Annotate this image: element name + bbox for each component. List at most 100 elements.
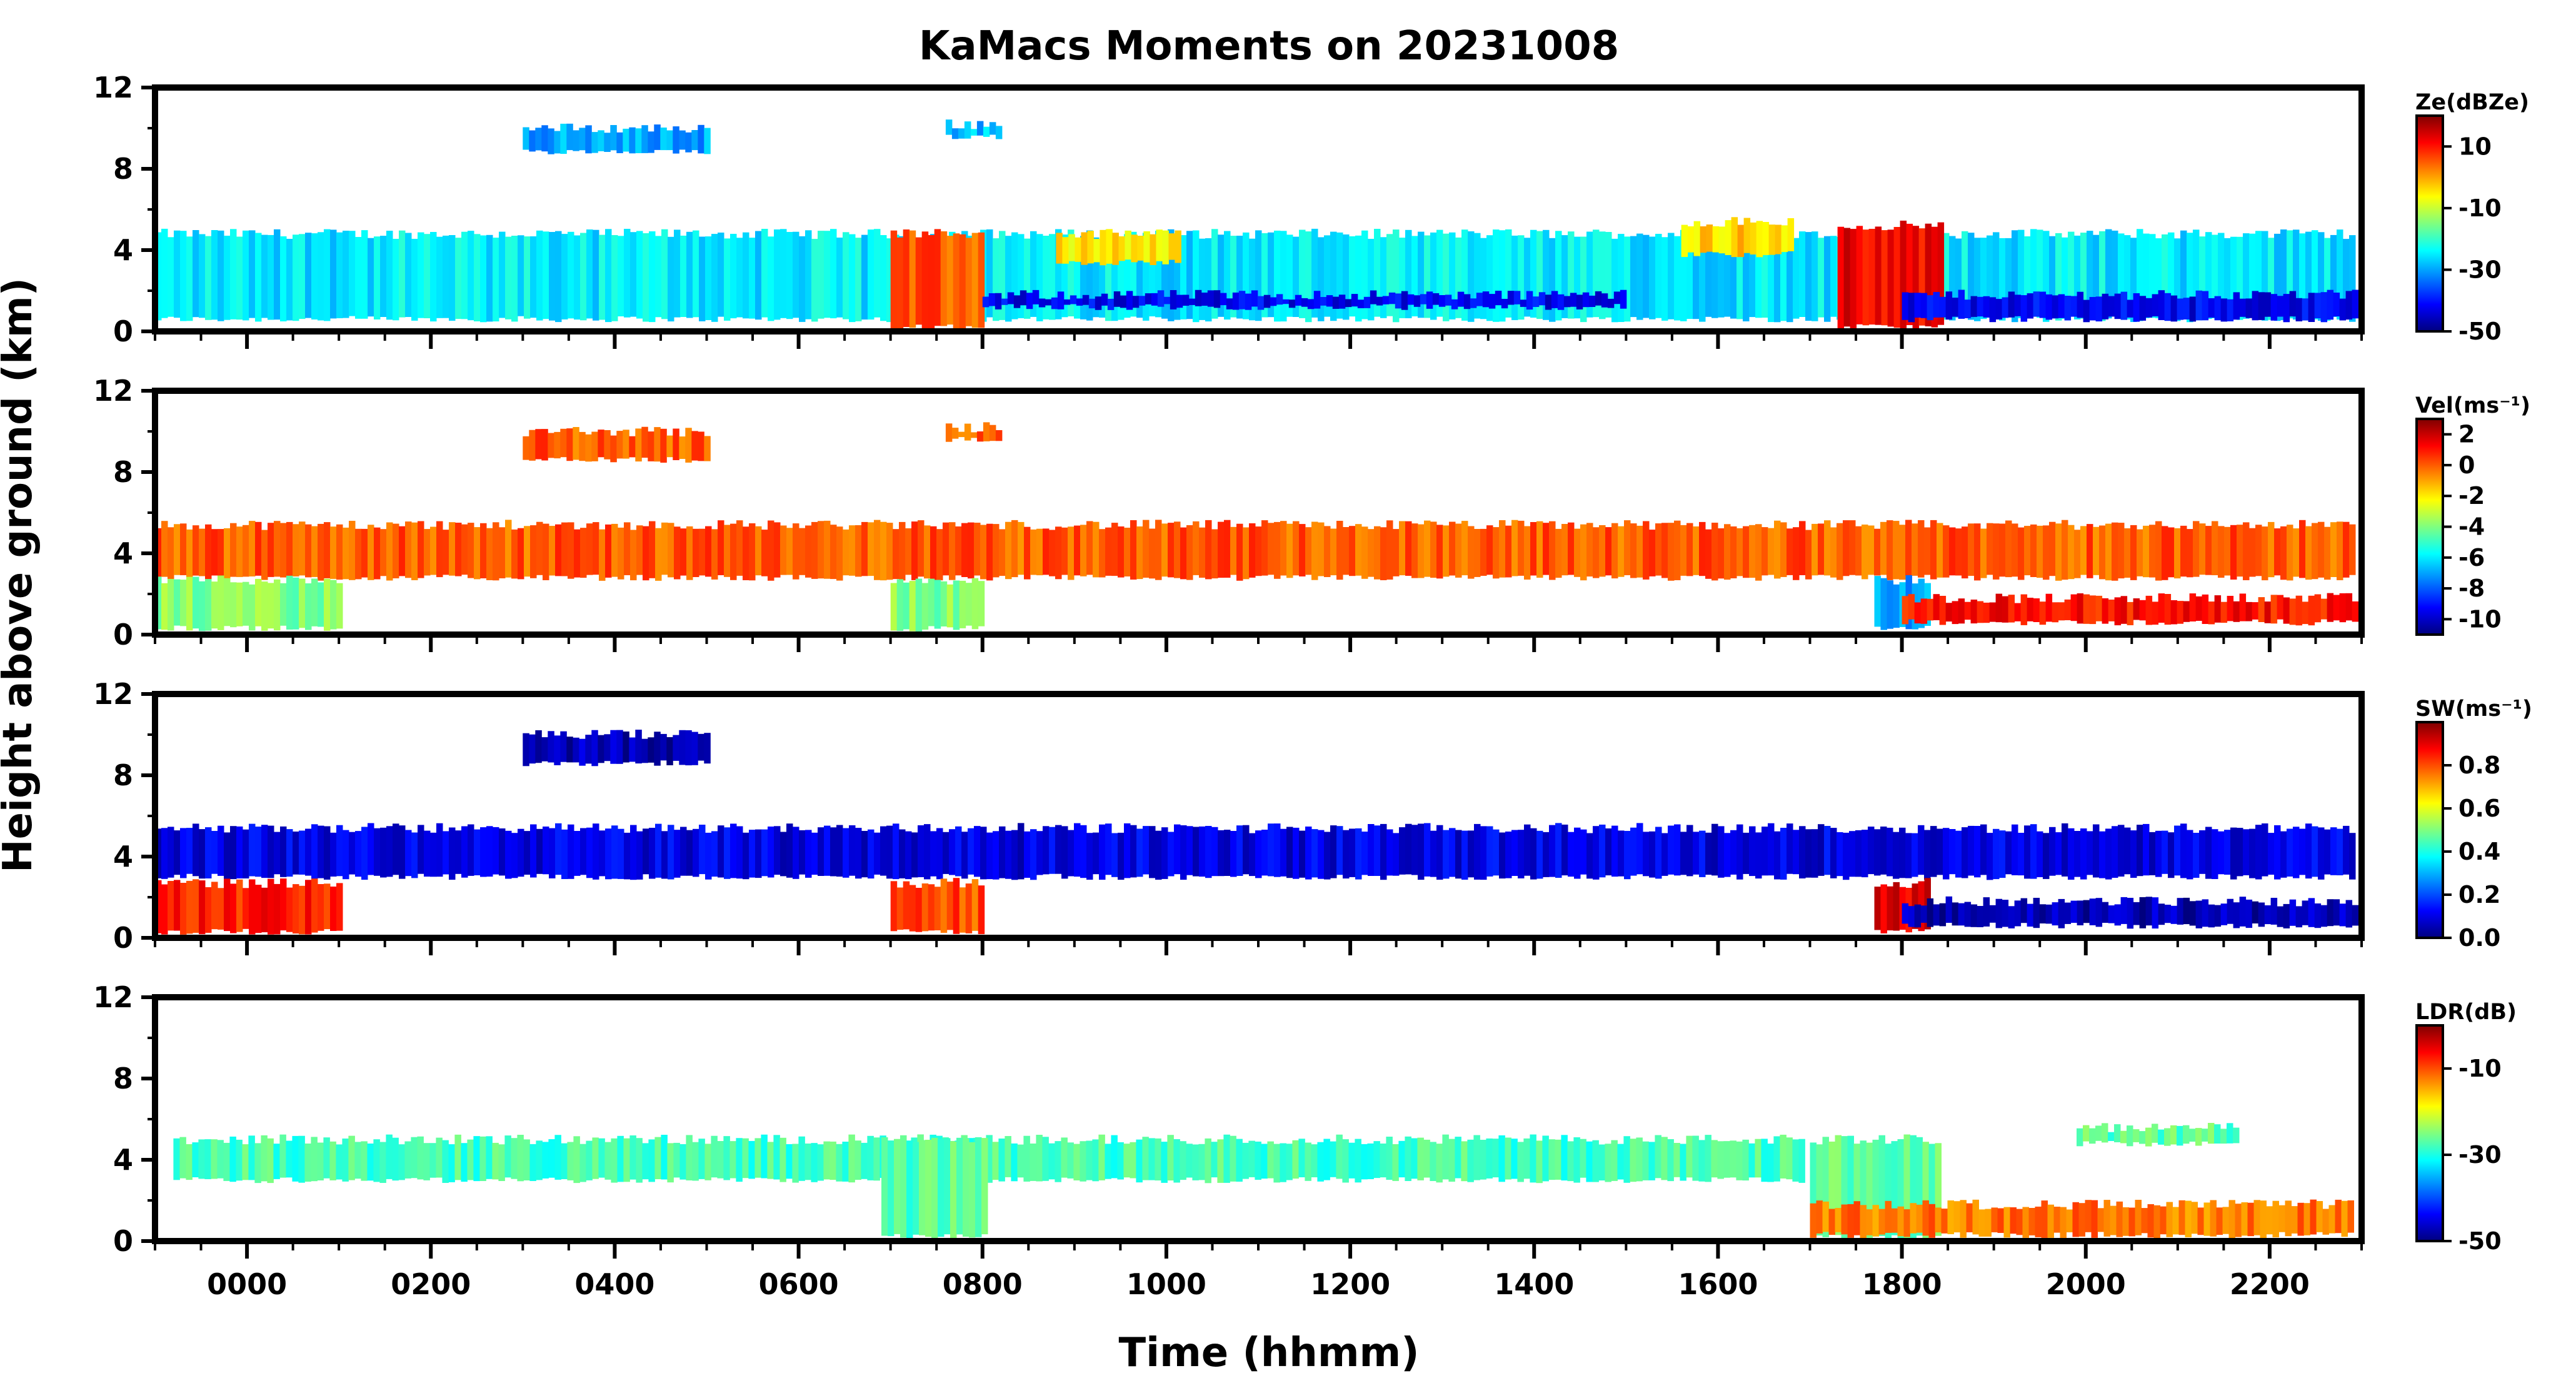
heatmap-cell — [561, 1143, 568, 1179]
heatmap-cell — [2049, 236, 2056, 319]
heatmap-cell — [1983, 897, 1990, 927]
heatmap-cell — [861, 1142, 868, 1179]
heatmap-cell — [1905, 520, 1912, 576]
heatmap-cell — [1301, 298, 1308, 307]
heatmap-cell — [729, 1141, 736, 1179]
heatmap-cell — [949, 829, 956, 875]
heatmap-cell — [1370, 290, 1377, 304]
heatmap-cell — [329, 1141, 336, 1180]
heatmap-cell — [1910, 1203, 1917, 1234]
heatmap-cell — [2008, 595, 2015, 623]
heatmap-cell — [2039, 601, 2047, 625]
heatmap-cell — [261, 530, 268, 580]
heatmap-cell — [1568, 522, 1575, 575]
heatmap-cell — [580, 233, 587, 321]
heatmap-cell — [944, 1138, 951, 1235]
heatmap-cell — [1920, 905, 1928, 923]
colorbar-tick-label: 0.0 — [2458, 924, 2500, 952]
heatmap-cell — [1822, 1137, 1829, 1237]
heatmap-cell — [2174, 528, 2181, 579]
heatmap-cell — [643, 828, 649, 875]
heatmap-cell — [1205, 1138, 1211, 1184]
heatmap-cell — [2330, 827, 2337, 875]
heatmap-cell — [2035, 1206, 2042, 1237]
heatmap-cell — [530, 236, 537, 318]
heatmap-cell — [218, 825, 224, 876]
heatmap-cell — [1130, 520, 1137, 580]
heatmap-cell — [1242, 1142, 1249, 1179]
heatmap-cell — [1887, 827, 1893, 877]
heatmap-cell — [2103, 1200, 2110, 1237]
heatmap-cell — [2187, 830, 2193, 880]
heatmap-cell — [1351, 294, 1358, 307]
heatmap-cell — [523, 436, 529, 460]
heatmap-cell — [1914, 904, 1922, 928]
heatmap-cell — [467, 1139, 474, 1180]
heatmap-cell — [2224, 238, 2231, 317]
heatmap-cell — [2345, 593, 2353, 621]
heatmap-cell — [2352, 905, 2359, 926]
heatmap-cell — [1761, 1139, 1768, 1182]
heatmap-cell — [1912, 226, 1920, 331]
heatmap-cell — [998, 1139, 1005, 1182]
heatmap-cell — [2164, 1128, 2171, 1146]
heatmap-cell — [705, 832, 712, 880]
heatmap-cell — [649, 828, 656, 879]
heatmap-cell — [1245, 293, 1252, 310]
heatmap-cell — [2170, 1125, 2177, 1145]
heatmap-cell — [1411, 825, 1418, 875]
heatmap-cell — [1592, 1140, 1599, 1182]
heatmap-cell — [1955, 238, 1962, 318]
heatmap-cell — [1875, 226, 1882, 325]
heatmap-cell — [1261, 233, 1268, 318]
heatmap-cell — [2220, 601, 2228, 623]
heatmap-cell — [1343, 527, 1350, 575]
heatmap-cell — [373, 1139, 380, 1182]
heatmap-cell — [1989, 602, 1997, 622]
heatmap-cell — [2322, 1209, 2329, 1235]
heatmap-cell — [1595, 291, 1602, 306]
heatmap-cell — [655, 823, 662, 878]
heatmap-sw — [155, 730, 2359, 935]
heatmap-cell — [1927, 295, 1934, 321]
heatmap-cell — [1711, 1140, 1718, 1178]
y-tick-label: 12 — [93, 980, 133, 1014]
heatmap-cell — [1987, 833, 1993, 880]
heatmap-cell — [2033, 898, 2040, 928]
colorbar-tick-label: 0.8 — [2458, 752, 2500, 779]
heatmap-cell — [1968, 825, 1975, 876]
heatmap-cell — [618, 527, 624, 580]
heatmap-cell — [1101, 293, 1108, 306]
heatmap-cell — [355, 831, 362, 877]
heatmap-cell — [1042, 1137, 1049, 1181]
heatmap-cell — [1505, 1137, 1511, 1180]
heatmap-cell — [1916, 1137, 1923, 1236]
heatmap-cell — [1617, 1144, 1624, 1180]
heatmap-cell — [654, 124, 661, 150]
heatmap-cell — [2327, 899, 2334, 927]
heatmap-cell — [598, 735, 604, 763]
heatmap-cell — [968, 828, 975, 875]
heatmap-cell — [1482, 291, 1490, 308]
heatmap-cell — [2268, 833, 2275, 875]
heatmap-cell — [1038, 298, 1046, 308]
heatmap-cell — [868, 829, 875, 879]
heatmap-cell — [2214, 595, 2222, 623]
heatmap-cell — [704, 436, 711, 461]
heatmap-cell — [2080, 233, 2087, 319]
heatmap-cell — [1280, 231, 1287, 322]
heatmap-cell — [2239, 897, 2247, 927]
heatmap-cell — [1912, 833, 1918, 877]
heatmap-cell — [168, 881, 174, 931]
heatmap-cell — [1623, 1136, 1630, 1183]
heatmap-cell — [243, 888, 249, 929]
heatmap-cell — [2343, 239, 2350, 319]
heatmap-cell — [2118, 523, 2125, 579]
heatmap-cell — [174, 579, 181, 626]
heatmap-cell — [680, 827, 687, 876]
heatmap-cell — [1473, 1135, 1480, 1180]
heatmap-cell — [1995, 593, 2003, 623]
heatmap-cell — [411, 239, 418, 321]
heatmap-cell — [1399, 238, 1406, 318]
heatmap-cell — [2243, 233, 2250, 319]
